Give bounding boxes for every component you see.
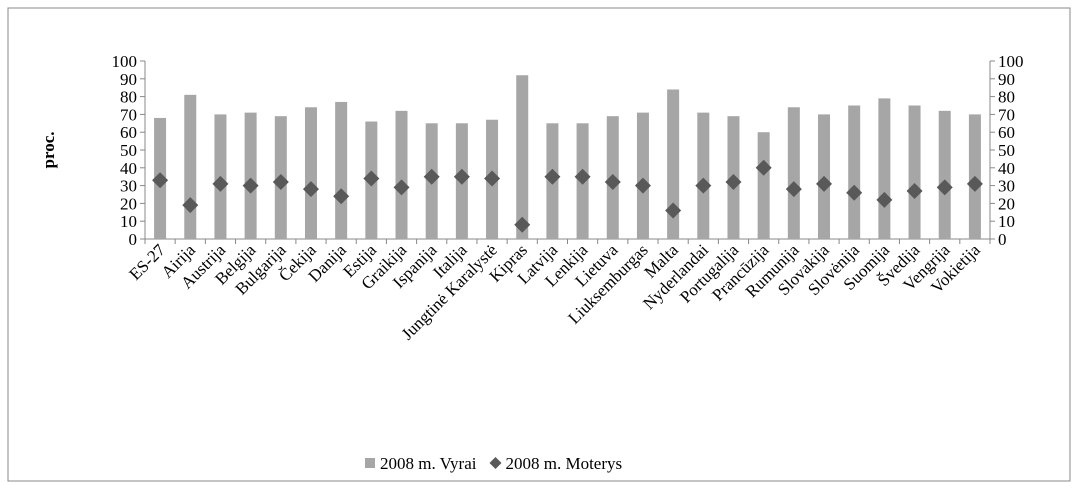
- bar: [757, 132, 770, 239]
- marker: [453, 168, 470, 185]
- bar: [244, 112, 257, 239]
- marker: [816, 175, 833, 192]
- y-tick-label: 30: [120, 177, 137, 196]
- legend-label: 2008 m. Vyrai: [380, 454, 477, 473]
- bar: [667, 89, 680, 239]
- marker: [725, 174, 742, 191]
- y2-tick-label: 20: [998, 194, 1015, 213]
- marker: [182, 197, 199, 214]
- legend-swatch: [365, 458, 375, 468]
- marker: [846, 184, 863, 201]
- y2-tick-label: 0: [998, 230, 1007, 249]
- y2-tick-label: 70: [998, 105, 1015, 124]
- marker: [152, 172, 169, 189]
- marker: [514, 216, 531, 233]
- marker: [393, 179, 410, 196]
- bar: [335, 101, 348, 239]
- marker: [604, 174, 621, 191]
- marker: [212, 175, 229, 192]
- bar: [184, 94, 197, 239]
- chart-frame: [7, 7, 1071, 482]
- marker: [423, 168, 440, 185]
- bar: [516, 75, 529, 240]
- y2-tick-label: 30: [998, 177, 1015, 196]
- marker: [363, 170, 380, 187]
- marker: [876, 191, 893, 208]
- y2-tick-label: 80: [998, 88, 1015, 107]
- marker: [936, 179, 953, 196]
- marker: [755, 159, 772, 176]
- bar: [908, 105, 921, 239]
- marker: [665, 202, 682, 219]
- bar: [304, 107, 317, 239]
- marker: [272, 174, 289, 191]
- marker: [634, 177, 651, 194]
- y2-tick-label: 100: [998, 52, 1024, 71]
- marker: [242, 177, 259, 194]
- marker: [785, 181, 802, 198]
- marker: [906, 182, 923, 199]
- y-tick-label: 80: [120, 88, 137, 107]
- y-tick-label: 70: [120, 105, 137, 124]
- legend-label: 2008 m. Moterys: [506, 454, 623, 473]
- y-tick-label: 0: [129, 230, 138, 249]
- marker: [302, 181, 319, 198]
- y-axis-label: proc.: [39, 132, 58, 169]
- bar: [636, 112, 649, 239]
- y2-tick-label: 60: [998, 123, 1015, 142]
- y-tick-label: 10: [120, 212, 137, 231]
- bar: [787, 107, 800, 239]
- legend-swatch: [489, 457, 502, 469]
- bar: [697, 112, 710, 239]
- bar: [878, 98, 891, 239]
- y2-tick-label: 10: [998, 212, 1015, 231]
- bar: [848, 105, 861, 239]
- y-tick-label: 90: [120, 70, 137, 89]
- marker: [544, 168, 561, 185]
- marker: [574, 168, 591, 185]
- y-tick-label: 60: [120, 123, 137, 142]
- bar: [395, 110, 408, 239]
- y2-tick-label: 90: [998, 70, 1015, 89]
- marker: [333, 188, 350, 205]
- marker: [695, 177, 712, 194]
- y2-tick-label: 50: [998, 141, 1015, 160]
- y-tick-label: 20: [120, 194, 137, 213]
- y-tick-label: 40: [120, 159, 137, 178]
- marker: [484, 170, 501, 187]
- bar: [938, 110, 951, 239]
- y2-tick-label: 40: [998, 159, 1015, 178]
- marker: [966, 175, 983, 192]
- y-tick-label: 100: [112, 52, 138, 71]
- y-tick-label: 50: [120, 141, 137, 160]
